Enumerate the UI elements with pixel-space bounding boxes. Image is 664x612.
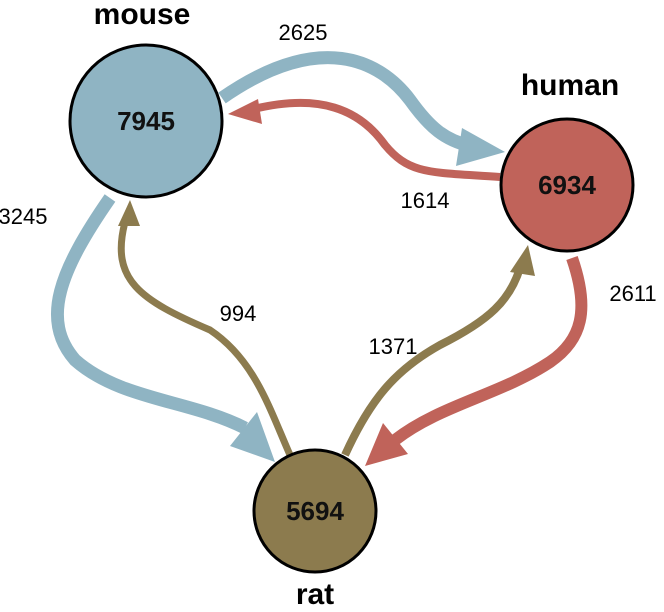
node-rat-circle bbox=[252, 448, 378, 574]
edge-human-to-mouse-arrowhead bbox=[228, 99, 262, 124]
edge-mouse-to-rat-line bbox=[50, 194, 248, 434]
edge-human-to-rat-arrowhead bbox=[365, 423, 408, 466]
node-mouse-count: 7945 bbox=[117, 106, 175, 136]
node-rat-count: 5694 bbox=[286, 496, 344, 526]
edge-rat-to-human-line bbox=[341, 266, 524, 457]
edge-human-to-rat-line bbox=[391, 256, 588, 445]
node-rat: 5694 bbox=[252, 448, 378, 574]
node-mouse-circle bbox=[68, 43, 224, 199]
node-mouse-name: mouse bbox=[94, 0, 191, 31]
edge-mouse-to-rat-label: 3245 bbox=[0, 204, 47, 229]
edge-rat-to-mouse-arrowhead bbox=[118, 200, 140, 226]
edge-mouse-to-human bbox=[218, 51, 505, 166]
node-human-circle bbox=[499, 117, 635, 253]
edge-human-to-mouse-line bbox=[249, 99, 501, 181]
edge-mouse-to-human-line bbox=[218, 51, 472, 153]
edge-human-to-mouse-label: 1614 bbox=[401, 188, 450, 213]
node-rat-name: rat bbox=[296, 578, 334, 611]
edge-mouse-to-rat-arrowhead bbox=[230, 412, 275, 462]
edge-rat-to-mouse-line bbox=[117, 221, 294, 457]
edge-rat-to-mouse-label: 994 bbox=[220, 301, 257, 326]
edge-rat-to-human-arrowhead bbox=[510, 245, 535, 276]
node-human: 6934 bbox=[499, 117, 635, 253]
edge-human-to-rat bbox=[365, 256, 588, 466]
edge-mouse-to-human-label: 2625 bbox=[279, 20, 328, 45]
node-human-count: 6934 bbox=[538, 170, 596, 200]
edge-mouse-to-rat bbox=[50, 194, 275, 462]
edge-rat-to-human-label: 1371 bbox=[369, 334, 418, 359]
node-human-name: human bbox=[521, 69, 619, 102]
edge-human-to-rat-label: 2611 bbox=[609, 281, 656, 306]
edge-mouse-to-human-arrowhead bbox=[456, 128, 505, 166]
edge-human-to-mouse bbox=[228, 99, 501, 181]
node-mouse: 7945 bbox=[68, 43, 224, 199]
edge-rat-to-mouse bbox=[117, 200, 294, 457]
edge-rat-to-human bbox=[341, 245, 535, 457]
